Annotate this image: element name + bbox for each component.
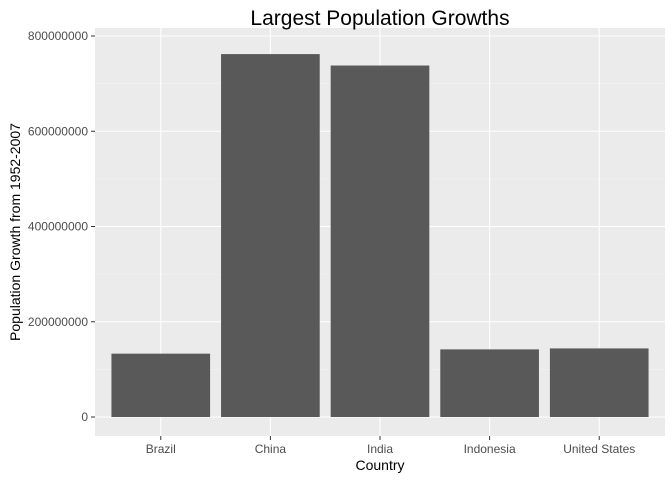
y-tick-label: 0 bbox=[81, 410, 88, 424]
bar-india bbox=[330, 65, 430, 417]
y-axis-title: Population Growth from 1952-2007 bbox=[7, 123, 23, 341]
x-tick-label: Brazil bbox=[146, 442, 176, 456]
bar-brazil bbox=[111, 353, 211, 417]
y-axis: 0 200000000 400000000 600000000 800000000 bbox=[28, 29, 95, 424]
y-tick-label: 400000000 bbox=[28, 220, 88, 234]
y-tick-label: 800000000 bbox=[28, 29, 88, 43]
bar-china bbox=[221, 54, 320, 417]
x-tick-label: United States bbox=[563, 442, 635, 456]
bar-indonesia bbox=[440, 349, 539, 417]
chart-title: Largest Population Growths bbox=[250, 7, 509, 30]
x-axis-title: Country bbox=[355, 457, 404, 473]
bar-united-states bbox=[549, 348, 649, 417]
x-tick-label: Indonesia bbox=[464, 442, 516, 456]
bar-layer bbox=[111, 54, 649, 417]
x-tick-label: China bbox=[255, 442, 287, 456]
x-tick-label: India bbox=[367, 442, 393, 456]
x-axis: Brazil China India Indonesia United States bbox=[146, 436, 635, 456]
y-tick-label: 600000000 bbox=[28, 124, 88, 138]
y-tick-label: 200000000 bbox=[28, 315, 88, 329]
